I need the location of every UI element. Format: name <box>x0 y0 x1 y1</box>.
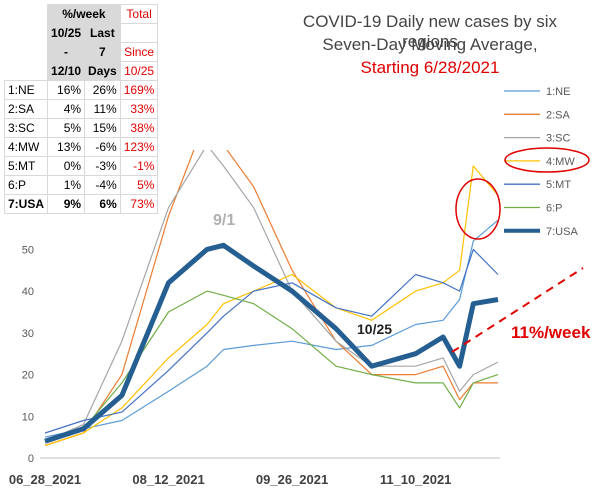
table-cell-pct: 5% <box>47 118 86 138</box>
table-cell-region: 7:USA <box>3 194 49 214</box>
table-cell-pct: 16% <box>47 80 86 100</box>
trend-line <box>451 267 584 353</box>
x-tick-label: 09_26_2021 <box>256 472 328 487</box>
legend-label: 7:USA <box>546 226 578 238</box>
table-cell-region: 5:MT <box>3 156 49 176</box>
x-tick-label: 11_10_2021 <box>380 472 452 487</box>
y-tick-label: 50 <box>22 244 34 256</box>
legend-label: 5:MT <box>546 179 571 191</box>
table-header-dash: - <box>47 42 86 62</box>
stats-table: %/week Total 10/25 Last - 7 Since 12/10 … <box>3 4 159 214</box>
legend-label: 2:SA <box>546 109 571 121</box>
table-cell-total: 169% <box>119 80 159 100</box>
table-row: 6:P 1% -4% 5% <box>3 175 159 195</box>
x-tick-label: 06_28_2021 <box>9 472 81 487</box>
table-header-daterange-start: 10/25 <box>47 23 86 43</box>
chart-title-line2: Seven-Day Moving Average, <box>322 35 538 54</box>
table-cell-total: 73% <box>119 194 159 214</box>
table-row: 1:NE 16% 26% 169% <box>3 80 159 100</box>
table-cell-total: 38% <box>119 118 159 138</box>
series-line-mw <box>44 165 499 447</box>
mw-legend-highlight <box>504 147 590 173</box>
trend-annotation: 11%/week <box>511 323 591 342</box>
table-row: 7:USA 9% 6% 73% <box>3 194 159 214</box>
table-header-row: 12/10 Days 10/25 <box>5 61 159 81</box>
table-cell-region: 2:SA <box>3 99 49 119</box>
table-header-pct: %/week <box>47 4 121 24</box>
legend-label: 6:P <box>546 203 563 215</box>
x-axis: 06_28_2021 08_12_2021 09_26_2021 11_10_2021 <box>9 472 452 487</box>
table-header-since: Since <box>119 42 159 62</box>
legend: 1:NE 2:SA 3:SC 4:MW 5:MT 6:P 7:USA <box>504 86 578 238</box>
y-tick-label: 30 <box>22 328 34 340</box>
y-tick-label: 40 <box>22 286 34 298</box>
table-header-days: Days <box>84 61 121 81</box>
table-cell-last7: -4% <box>84 175 121 195</box>
series-line-sa <box>44 150 498 447</box>
table-header-row: 10/25 Last <box>5 23 159 43</box>
y-tick-label: 10 <box>22 411 34 423</box>
table-row: 4:MW 13% -6% 123% <box>3 137 159 157</box>
table-header-seven: 7 <box>84 42 121 62</box>
table-header-row: - 7 Since <box>5 42 159 62</box>
x-tick-label: 08_12_2021 <box>132 472 204 487</box>
series-line-ne <box>44 219 499 438</box>
table-cell-pct: 1% <box>47 175 86 195</box>
table-cell-pct: 4% <box>47 99 86 119</box>
legend-label: 4:MW <box>546 156 575 168</box>
table-cell-last7: 15% <box>84 118 121 138</box>
table-cell-total: 5% <box>119 175 159 195</box>
series-lines <box>44 150 499 447</box>
chart-title-line1: COVID-19 Daily new cases by six regions <box>302 12 558 51</box>
table-row: 2:SA 4% 11% 33% <box>3 99 159 119</box>
mw-peak-highlight <box>455 178 501 240</box>
table-cell-region: 3:SC <box>3 118 49 138</box>
chart-title-line3: Starting 6/28/2021 <box>360 58 500 77</box>
table-cell-last7: -3% <box>84 156 121 176</box>
table-cell-pct: 13% <box>47 137 86 157</box>
series-line-mt <box>44 248 499 434</box>
table-cell-last7: 6% <box>84 194 121 214</box>
peak-annotation: 9/1 <box>213 212 235 229</box>
table-header-total: Total <box>119 4 159 24</box>
table-header-daterange-end: 12/10 <box>47 61 86 81</box>
table-cell-region: 6:P <box>3 175 49 195</box>
table-cell-region: 1:NE <box>3 80 49 100</box>
table-row: 3:SC 5% 15% 38% <box>3 118 159 138</box>
date-annotation: 10/25 <box>357 321 392 337</box>
table-cell-pct: 0% <box>47 156 86 176</box>
table-cell-pct: 9% <box>47 194 86 214</box>
table-cell-region: 4:MW <box>3 137 49 157</box>
y-tick-label: 20 <box>22 370 34 382</box>
table-cell-last7: 11% <box>84 99 121 119</box>
table-header-region <box>5 5 48 81</box>
legend-label: 1:NE <box>546 86 570 98</box>
table-body: 1:NE 16% 26% 169% 2:SA 4% 11% 33% 3:SC 5% 15% 38% 4:… <box>3 80 159 214</box>
table-row: 5:MT 0% -3% -1% <box>3 156 159 176</box>
series-line-usa <box>44 242 499 444</box>
table-header-since-date: 10/25 <box>119 61 159 81</box>
legend-label: 3:SC <box>546 133 571 145</box>
table-header-row: %/week Total <box>5 4 159 24</box>
y-tick-label: 0 <box>28 453 34 465</box>
table-cell-total: 33% <box>119 99 159 119</box>
table-cell-last7: -6% <box>84 137 121 157</box>
table-header-total-blank <box>119 23 159 43</box>
table-cell-last7: 26% <box>84 80 121 100</box>
table-cell-total: 123% <box>119 137 159 157</box>
table-header-last: Last <box>84 23 121 43</box>
table-cell-total: -1% <box>119 156 159 176</box>
